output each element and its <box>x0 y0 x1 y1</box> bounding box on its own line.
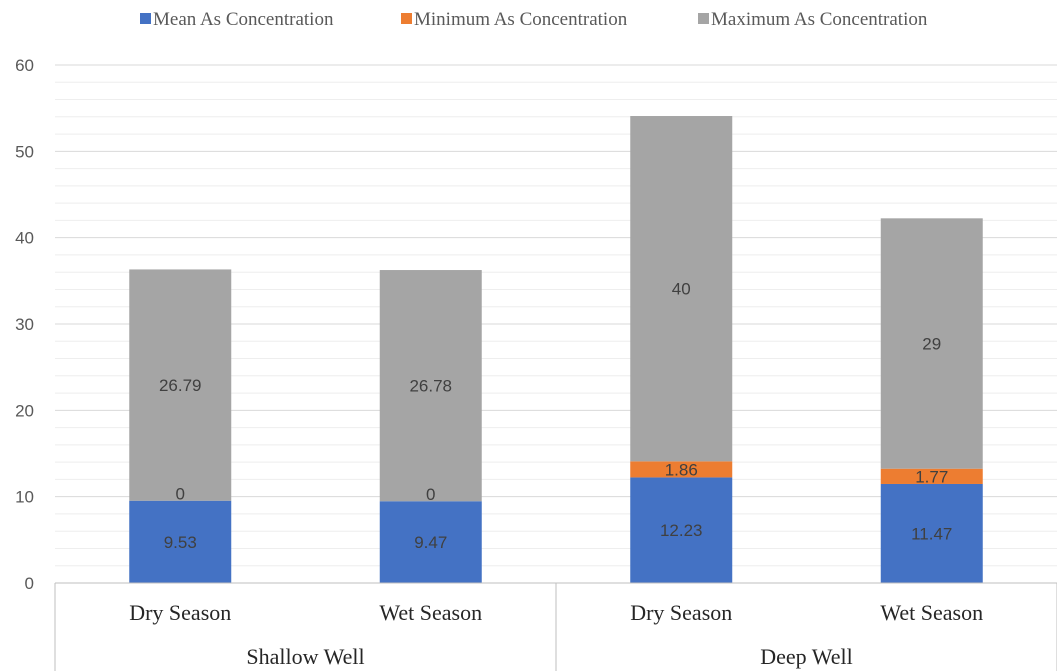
bars <box>129 116 983 583</box>
y-tick-label: 0 <box>25 574 34 593</box>
bar-segment <box>630 116 733 462</box>
legend-label: Maximum As Concentration <box>711 9 928 30</box>
x-group-label: Deep Well <box>760 644 853 669</box>
data-label: 40 <box>672 280 691 299</box>
y-tick-label: 30 <box>15 315 34 334</box>
legend-label: Minimum As Concentration <box>414 9 628 30</box>
bar-segment <box>379 270 482 502</box>
y-tick-label: 20 <box>15 401 34 420</box>
y-axis: 0 10 20 30 40 50 60 <box>15 56 34 593</box>
data-label: 29 <box>922 335 941 354</box>
y-tick-label: 60 <box>15 56 34 75</box>
data-label: 11.47 <box>911 524 952 543</box>
data-label: 1.77 <box>915 467 948 486</box>
bar-segment <box>630 477 733 583</box>
data-label: 12.23 <box>660 521 703 540</box>
legend-label: Mean As Concentration <box>153 9 334 30</box>
data-labels: 9.53 0 26.79 9.47 0 26.78 12.23 1.86 40 11.47 1.77… <box>159 280 952 552</box>
x-category-label: Wet Season <box>880 600 983 625</box>
x-category-label: Wet Season <box>379 600 482 625</box>
x-category-label: Dry Season <box>129 600 231 625</box>
bar-segment <box>379 501 482 583</box>
legend: Mean As Concentration Minimum As Concentr… <box>140 9 928 30</box>
legend-swatch <box>698 13 709 24</box>
legend-swatch <box>140 13 151 24</box>
data-label: 9.47 <box>414 533 447 552</box>
y-tick-label: 50 <box>15 142 34 161</box>
y-tick-label: 40 <box>15 229 34 248</box>
legend-swatch <box>401 13 412 24</box>
bar-segment <box>880 468 983 484</box>
data-label: 26.79 <box>159 376 202 395</box>
x-group-label: Shallow Well <box>246 644 364 669</box>
data-label: 1.86 <box>665 460 698 479</box>
data-label: 9.53 <box>164 533 197 552</box>
data-label: 0 <box>426 485 435 504</box>
x-category-label: Dry Season <box>630 600 732 625</box>
data-label: 26.78 <box>409 377 452 396</box>
x-axis: Dry Season Wet Season Dry Season Wet Season… <box>54 582 1057 671</box>
bar-segment <box>129 500 232 583</box>
bar-segment <box>129 269 232 501</box>
bar-segment <box>880 218 983 469</box>
y-tick-label: 10 <box>15 488 34 507</box>
bar-segment <box>880 483 983 583</box>
bar-segment <box>630 461 733 478</box>
data-label: 0 <box>176 485 185 504</box>
